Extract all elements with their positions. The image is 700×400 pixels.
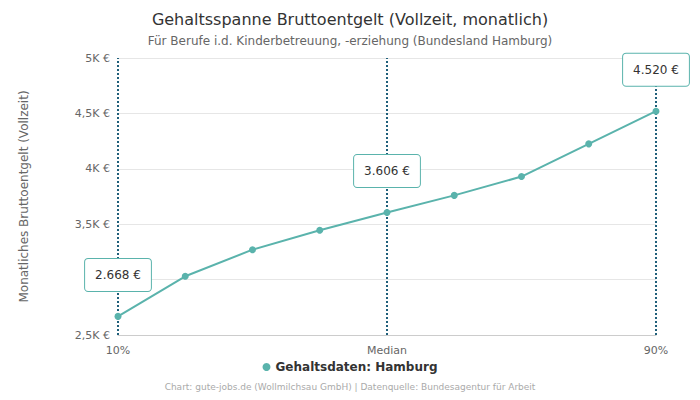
svg-text:Für Berufe i.d. Kinderbetreuun: Für Berufe i.d. Kinderbetreuung, -erzieh… [148,34,552,48]
svg-text:Gehaltsdaten: Hamburg: Gehaltsdaten: Hamburg [276,360,438,374]
svg-text:Monatliches Bruttoentgelt (Vol: Monatliches Bruttoentgelt (Vollzeit) [17,90,31,302]
svg-text:10%: 10% [106,344,130,357]
svg-text:5K €: 5K € [85,52,110,65]
svg-text:Gehaltsspanne Bruttoentgelt (V: Gehaltsspanne Bruttoentgelt (Vollzeit, m… [152,10,548,29]
svg-text:4,5K €: 4,5K € [75,107,110,120]
svg-text:2.668 €: 2.668 € [95,268,141,282]
svg-text:3,5K €: 3,5K € [75,218,110,231]
svg-text:Median: Median [367,344,407,357]
svg-text:90%: 90% [644,344,668,357]
svg-text:3.606 €: 3.606 € [364,164,410,178]
svg-text:4K €: 4K € [85,162,110,175]
svg-text:4.520 €: 4.520 € [633,63,679,77]
svg-text:Chart: gute-jobs.de (Wollmilch: Chart: gute-jobs.de (Wollmilchsau GmbH) … [165,382,536,392]
svg-text:2,5K €: 2,5K € [75,329,110,342]
